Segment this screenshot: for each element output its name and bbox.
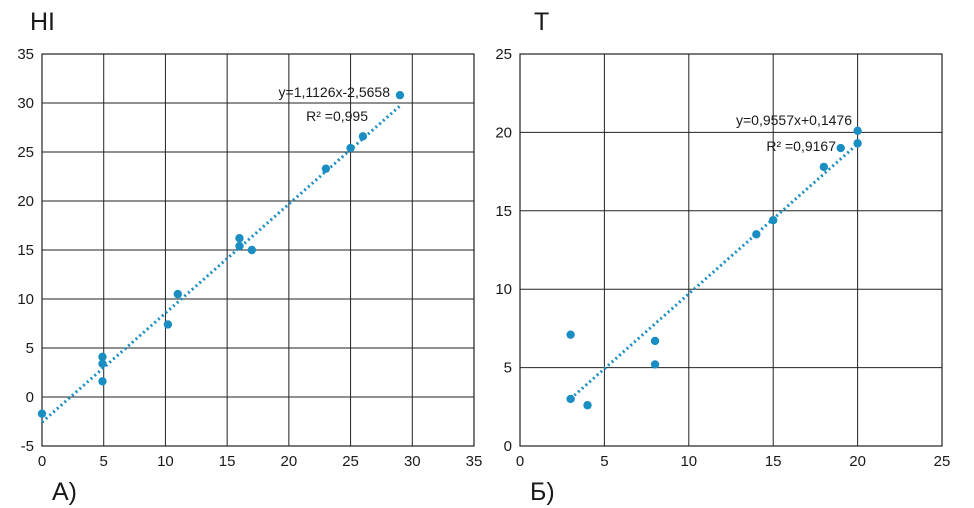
data-point [769,216,778,225]
y-tick-label: 5 [504,360,512,377]
y-tick-label: 0 [504,438,512,455]
trendline [569,142,859,400]
data-point [819,162,829,172]
panel-label: Б) [530,478,555,506]
y-tick-label: 25 [17,144,34,161]
data-point [566,394,575,404]
y-tick-label: 15 [495,203,512,220]
x-tick-label: 30 [404,453,421,470]
x-tick-label: 10 [680,453,697,470]
plot-frame [519,53,943,447]
data-point [853,126,862,136]
y-tick-label: 25 [495,46,512,63]
chart-panel-2: 0 5 10 15 20 25 0 5 10 15 20 25 y=0,9557x+0,1476 R² =… [495,8,950,506]
y-tick-label: 35 [17,46,34,63]
data-point [37,409,47,418]
data-point [173,289,182,299]
data-point [98,352,107,362]
data-point [235,241,244,251]
panel-label: A) [52,478,77,506]
x-tick-label: 10 [157,453,174,470]
data-point [650,360,660,369]
data-point [346,143,355,153]
trendline-equation: y=0,9557x+0,1476 [736,112,852,128]
x-tick-label: 35 [466,453,483,470]
data-point [566,330,575,339]
data-point [163,320,173,329]
y-tick-label: 20 [495,124,512,141]
data-point [395,90,405,100]
x-tick-label: 20 [849,453,866,470]
y-tick-label: 20 [17,193,34,210]
data-point [650,336,660,346]
trendline [41,104,401,424]
r-squared-label: R² =0,9167 [766,138,836,154]
x-tick-label: 0 [516,453,524,470]
chart-title: HI [30,8,55,36]
data-point [358,132,368,141]
data-point [235,234,244,243]
chart-panel-1: 0 5 10 15 20 25 30 35-505101520253035y=1,1126x-… [17,8,482,506]
data-point [98,359,107,368]
trendline-equation: y=1,1126x-2,5658 [279,84,391,100]
y-tick-label: 15 [17,242,34,259]
y-tick-label: 30 [17,95,34,112]
x-tick-label: 25 [342,453,359,470]
data-point [836,143,845,153]
data-point [98,377,107,386]
y-tick-label: 10 [495,281,512,298]
x-tick-label: 15 [765,453,782,470]
data-point [583,401,592,410]
y-tick-label: 10 [17,291,34,308]
x-tick-label: 25 [934,453,951,470]
x-tick-label: 0 [38,453,46,470]
chart-title: T [534,8,549,36]
x-tick-label: 5 [600,453,608,470]
data-point [752,230,761,239]
plot-frame [41,53,475,447]
x-tick-label: 15 [219,453,236,470]
y-tick-label: 5 [26,340,34,357]
x-tick-label: 5 [100,453,108,470]
y-tick-label: 0 [26,389,34,406]
r-squared-label: R² =0,995 [306,108,368,124]
x-tick-label: 20 [281,453,298,470]
data-point [853,139,862,148]
y-tick-label: -5 [21,438,34,455]
data-point [321,164,331,173]
data-point [247,245,257,255]
